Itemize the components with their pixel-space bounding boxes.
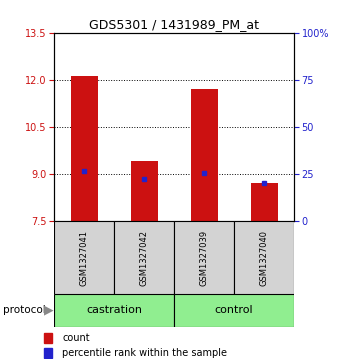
Bar bbox=[114, 221, 174, 294]
Bar bbox=[174, 294, 294, 327]
Text: control: control bbox=[215, 305, 253, 315]
Text: GSM1327041: GSM1327041 bbox=[80, 230, 89, 286]
Bar bbox=[131, 161, 158, 221]
Bar bbox=[44, 333, 52, 343]
Text: GSM1327040: GSM1327040 bbox=[260, 230, 268, 286]
Title: GDS5301 / 1431989_PM_at: GDS5301 / 1431989_PM_at bbox=[89, 19, 259, 32]
Bar bbox=[44, 348, 52, 358]
Text: count: count bbox=[62, 334, 90, 343]
Bar bbox=[54, 221, 114, 294]
Bar bbox=[251, 183, 278, 221]
Bar bbox=[174, 221, 234, 294]
Bar bbox=[71, 76, 98, 221]
Text: protocol: protocol bbox=[4, 305, 46, 315]
Text: ▶: ▶ bbox=[44, 304, 53, 317]
Bar bbox=[234, 221, 294, 294]
Bar bbox=[54, 294, 174, 327]
Bar bbox=[191, 89, 218, 221]
Text: percentile rank within the sample: percentile rank within the sample bbox=[62, 348, 228, 358]
Text: GSM1327039: GSM1327039 bbox=[199, 230, 209, 286]
Text: GSM1327042: GSM1327042 bbox=[140, 230, 149, 286]
Text: castration: castration bbox=[86, 305, 142, 315]
